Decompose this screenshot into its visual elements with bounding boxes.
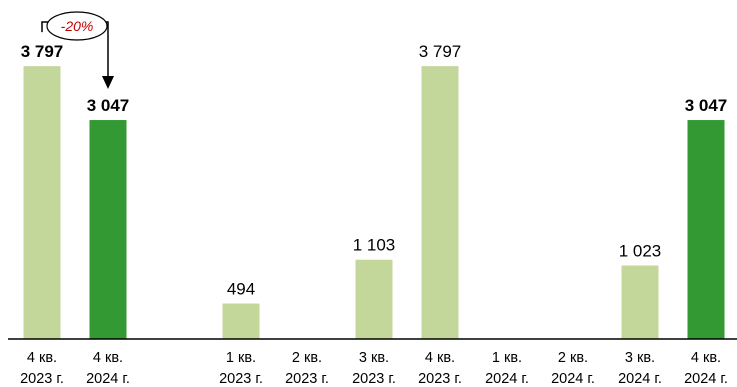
bar-value-label: 3 797 [21, 42, 64, 61]
change-badge [46, 11, 108, 41]
x-tick-labels-layer: 4 кв. 2023 г. 4 кв. 2024 г. 1 кв. 2023 г. 2 кв… [20, 350, 728, 387]
x-tick-label: 2023 г. [20, 371, 64, 387]
bar-value-label: 1 103 [353, 236, 396, 255]
bars-layer [23, 66, 725, 339]
bar [687, 120, 725, 339]
x-tick-label: 2023 г. [418, 371, 462, 387]
bar [222, 303, 260, 339]
bar-value-label: 3 797 [419, 42, 462, 61]
bar-value-label: 3 047 [685, 96, 728, 115]
x-tick-label: 4 кв. [93, 350, 123, 366]
x-tick-label: 2024 г. [485, 371, 529, 387]
bar-value-label: 494 [227, 280, 255, 299]
x-tick-label: 4 кв. [425, 350, 455, 366]
change-arrow-head [102, 76, 114, 90]
change-annotation: -20% [41, 11, 114, 90]
bar [23, 66, 61, 339]
x-tick-label: 4 кв. [27, 350, 57, 366]
value-labels-layer: 3 797 3 047 494 1 103 3 797 1 023 3 047 [21, 42, 728, 298]
bar [421, 66, 459, 339]
bar-value-label: 3 047 [87, 96, 130, 115]
x-tick-label: 1 кв. [226, 350, 256, 366]
bar [355, 259, 393, 339]
x-tick-label: 1 кв. [492, 350, 522, 366]
x-tick-label: 2 кв. [558, 350, 588, 366]
x-tick-label: 2024 г. [551, 371, 595, 387]
change-percent-label: -20% [61, 18, 94, 34]
x-tick-label: 3 кв. [625, 350, 655, 366]
x-tick-label: 2023 г. [219, 371, 263, 387]
x-tick-label: 2023 г. [352, 371, 396, 387]
x-tick-label: 2 кв. [292, 350, 322, 366]
x-tick-label: 2023 г. [285, 371, 329, 387]
x-tick-label: 3 кв. [359, 350, 389, 366]
bar [621, 265, 659, 339]
x-tick-label: 4 кв. [691, 350, 721, 366]
bar-value-label: 1 023 [619, 241, 662, 260]
x-tick-label: 2024 г. [86, 371, 130, 387]
x-tick-label: 2024 г. [618, 371, 662, 387]
bar [89, 120, 127, 339]
x-tick-label: 2024 г. [684, 371, 728, 387]
